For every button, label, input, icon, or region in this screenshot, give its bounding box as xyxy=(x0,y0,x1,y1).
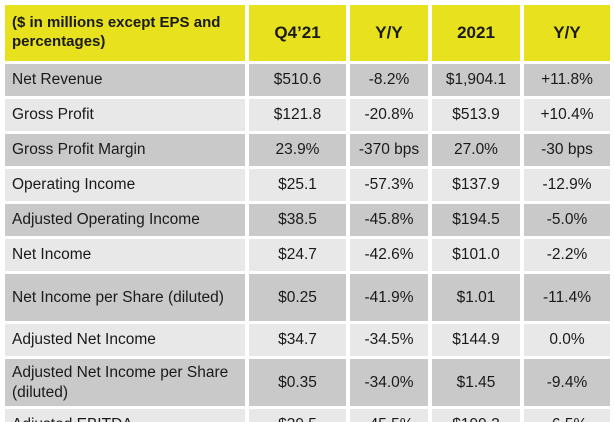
cell-q421: $39.5 xyxy=(249,409,346,422)
table-row-adjusted-operating-income: Adjusted Operating Income $38.5 -45.8% $… xyxy=(5,204,610,236)
row-label: Net Income per Share (diluted) xyxy=(5,274,245,321)
cell-q4-yy: -34.5% xyxy=(350,324,428,356)
cell-q421: $24.7 xyxy=(249,239,346,271)
column-header-q4-yy: Y/Y xyxy=(350,5,428,61)
table-row-adjusted-net-income-per-share: Adjusted Net Income per Share (diluted) … xyxy=(5,359,610,406)
row-label: Adjusted Operating Income xyxy=(5,204,245,236)
column-header-fy-yy: Y/Y xyxy=(524,5,610,61)
cell-q4-yy: -8.2% xyxy=(350,64,428,96)
cell-q4-yy: -57.3% xyxy=(350,169,428,201)
cell-q4-yy: -20.8% xyxy=(350,99,428,131)
row-label: Adjusted Net Income xyxy=(5,324,245,356)
column-header-2021: 2021 xyxy=(432,5,520,61)
cell-2021: $1.45 xyxy=(432,359,520,406)
row-label: Operating Income xyxy=(5,169,245,201)
row-label: Adjusted EBITDA xyxy=(5,409,245,422)
cell-q421: 23.9% xyxy=(249,134,346,166)
cell-fy-yy: 0.0% xyxy=(524,324,610,356)
header-row: ($ in millions except EPS and percentage… xyxy=(5,5,610,61)
cell-2021: $101.0 xyxy=(432,239,520,271)
cell-2021: $1,904.1 xyxy=(432,64,520,96)
row-label: Adjusted Net Income per Share (diluted) xyxy=(5,359,245,406)
cell-fy-yy: -12.9% xyxy=(524,169,610,201)
cell-2021: $1.01 xyxy=(432,274,520,321)
cell-fy-yy: -2.2% xyxy=(524,239,610,271)
cell-2021: 27.0% xyxy=(432,134,520,166)
cell-fy-yy: -30 bps xyxy=(524,134,610,166)
row-label: Net Revenue xyxy=(5,64,245,96)
row-label: Gross Profit Margin xyxy=(5,134,245,166)
cell-q421: $0.25 xyxy=(249,274,346,321)
cell-q4-yy: -34.0% xyxy=(350,359,428,406)
table-row-net-revenue: Net Revenue $510.6 -8.2% $1,904.1 +11.8% xyxy=(5,64,610,96)
row-label: Gross Profit xyxy=(5,99,245,131)
cell-q4-yy: -45.5% xyxy=(350,409,428,422)
cell-2021: $137.9 xyxy=(432,169,520,201)
cell-q421: $34.7 xyxy=(249,324,346,356)
table-row-operating-income: Operating Income $25.1 -57.3% $137.9 -12… xyxy=(5,169,610,201)
cell-fy-yy: +10.4% xyxy=(524,99,610,131)
cell-q4-yy: -370 bps xyxy=(350,134,428,166)
table-row-net-income: Net Income $24.7 -42.6% $101.0 -2.2% xyxy=(5,239,610,271)
table-row-adjusted-ebitda: Adjusted EBITDA $39.5 -45.5% $199.2 -6.5… xyxy=(5,409,610,422)
cell-q4-yy: -41.9% xyxy=(350,274,428,321)
cell-q4-yy: -45.8% xyxy=(350,204,428,236)
cell-fy-yy: -5.0% xyxy=(524,204,610,236)
row-label: Net Income xyxy=(5,239,245,271)
cell-2021: $144.9 xyxy=(432,324,520,356)
table-row-net-income-per-share: Net Income per Share (diluted) $0.25 -41… xyxy=(5,274,610,321)
cell-q421: $0.35 xyxy=(249,359,346,406)
cell-2021: $199.2 xyxy=(432,409,520,422)
cell-q421: $121.8 xyxy=(249,99,346,131)
cell-q421: $38.5 xyxy=(249,204,346,236)
cell-fy-yy: -9.4% xyxy=(524,359,610,406)
cell-q4-yy: -42.6% xyxy=(350,239,428,271)
column-header-q421: Q4’21 xyxy=(249,5,346,61)
table-row-gross-profit: Gross Profit $121.8 -20.8% $513.9 +10.4% xyxy=(5,99,610,131)
cell-fy-yy: -6.5% xyxy=(524,409,610,422)
cell-q421: $510.6 xyxy=(249,64,346,96)
cell-2021: $513.9 xyxy=(432,99,520,131)
cell-q421: $25.1 xyxy=(249,169,346,201)
table-row-adjusted-net-income: Adjusted Net Income $34.7 -34.5% $144.9 … xyxy=(5,324,610,356)
cell-2021: $194.5 xyxy=(432,204,520,236)
cell-fy-yy: +11.8% xyxy=(524,64,610,96)
table-row-gross-profit-margin: Gross Profit Margin 23.9% -370 bps 27.0%… xyxy=(5,134,610,166)
cell-fy-yy: -11.4% xyxy=(524,274,610,321)
unit-note: ($ in millions except EPS and percentage… xyxy=(5,5,245,61)
